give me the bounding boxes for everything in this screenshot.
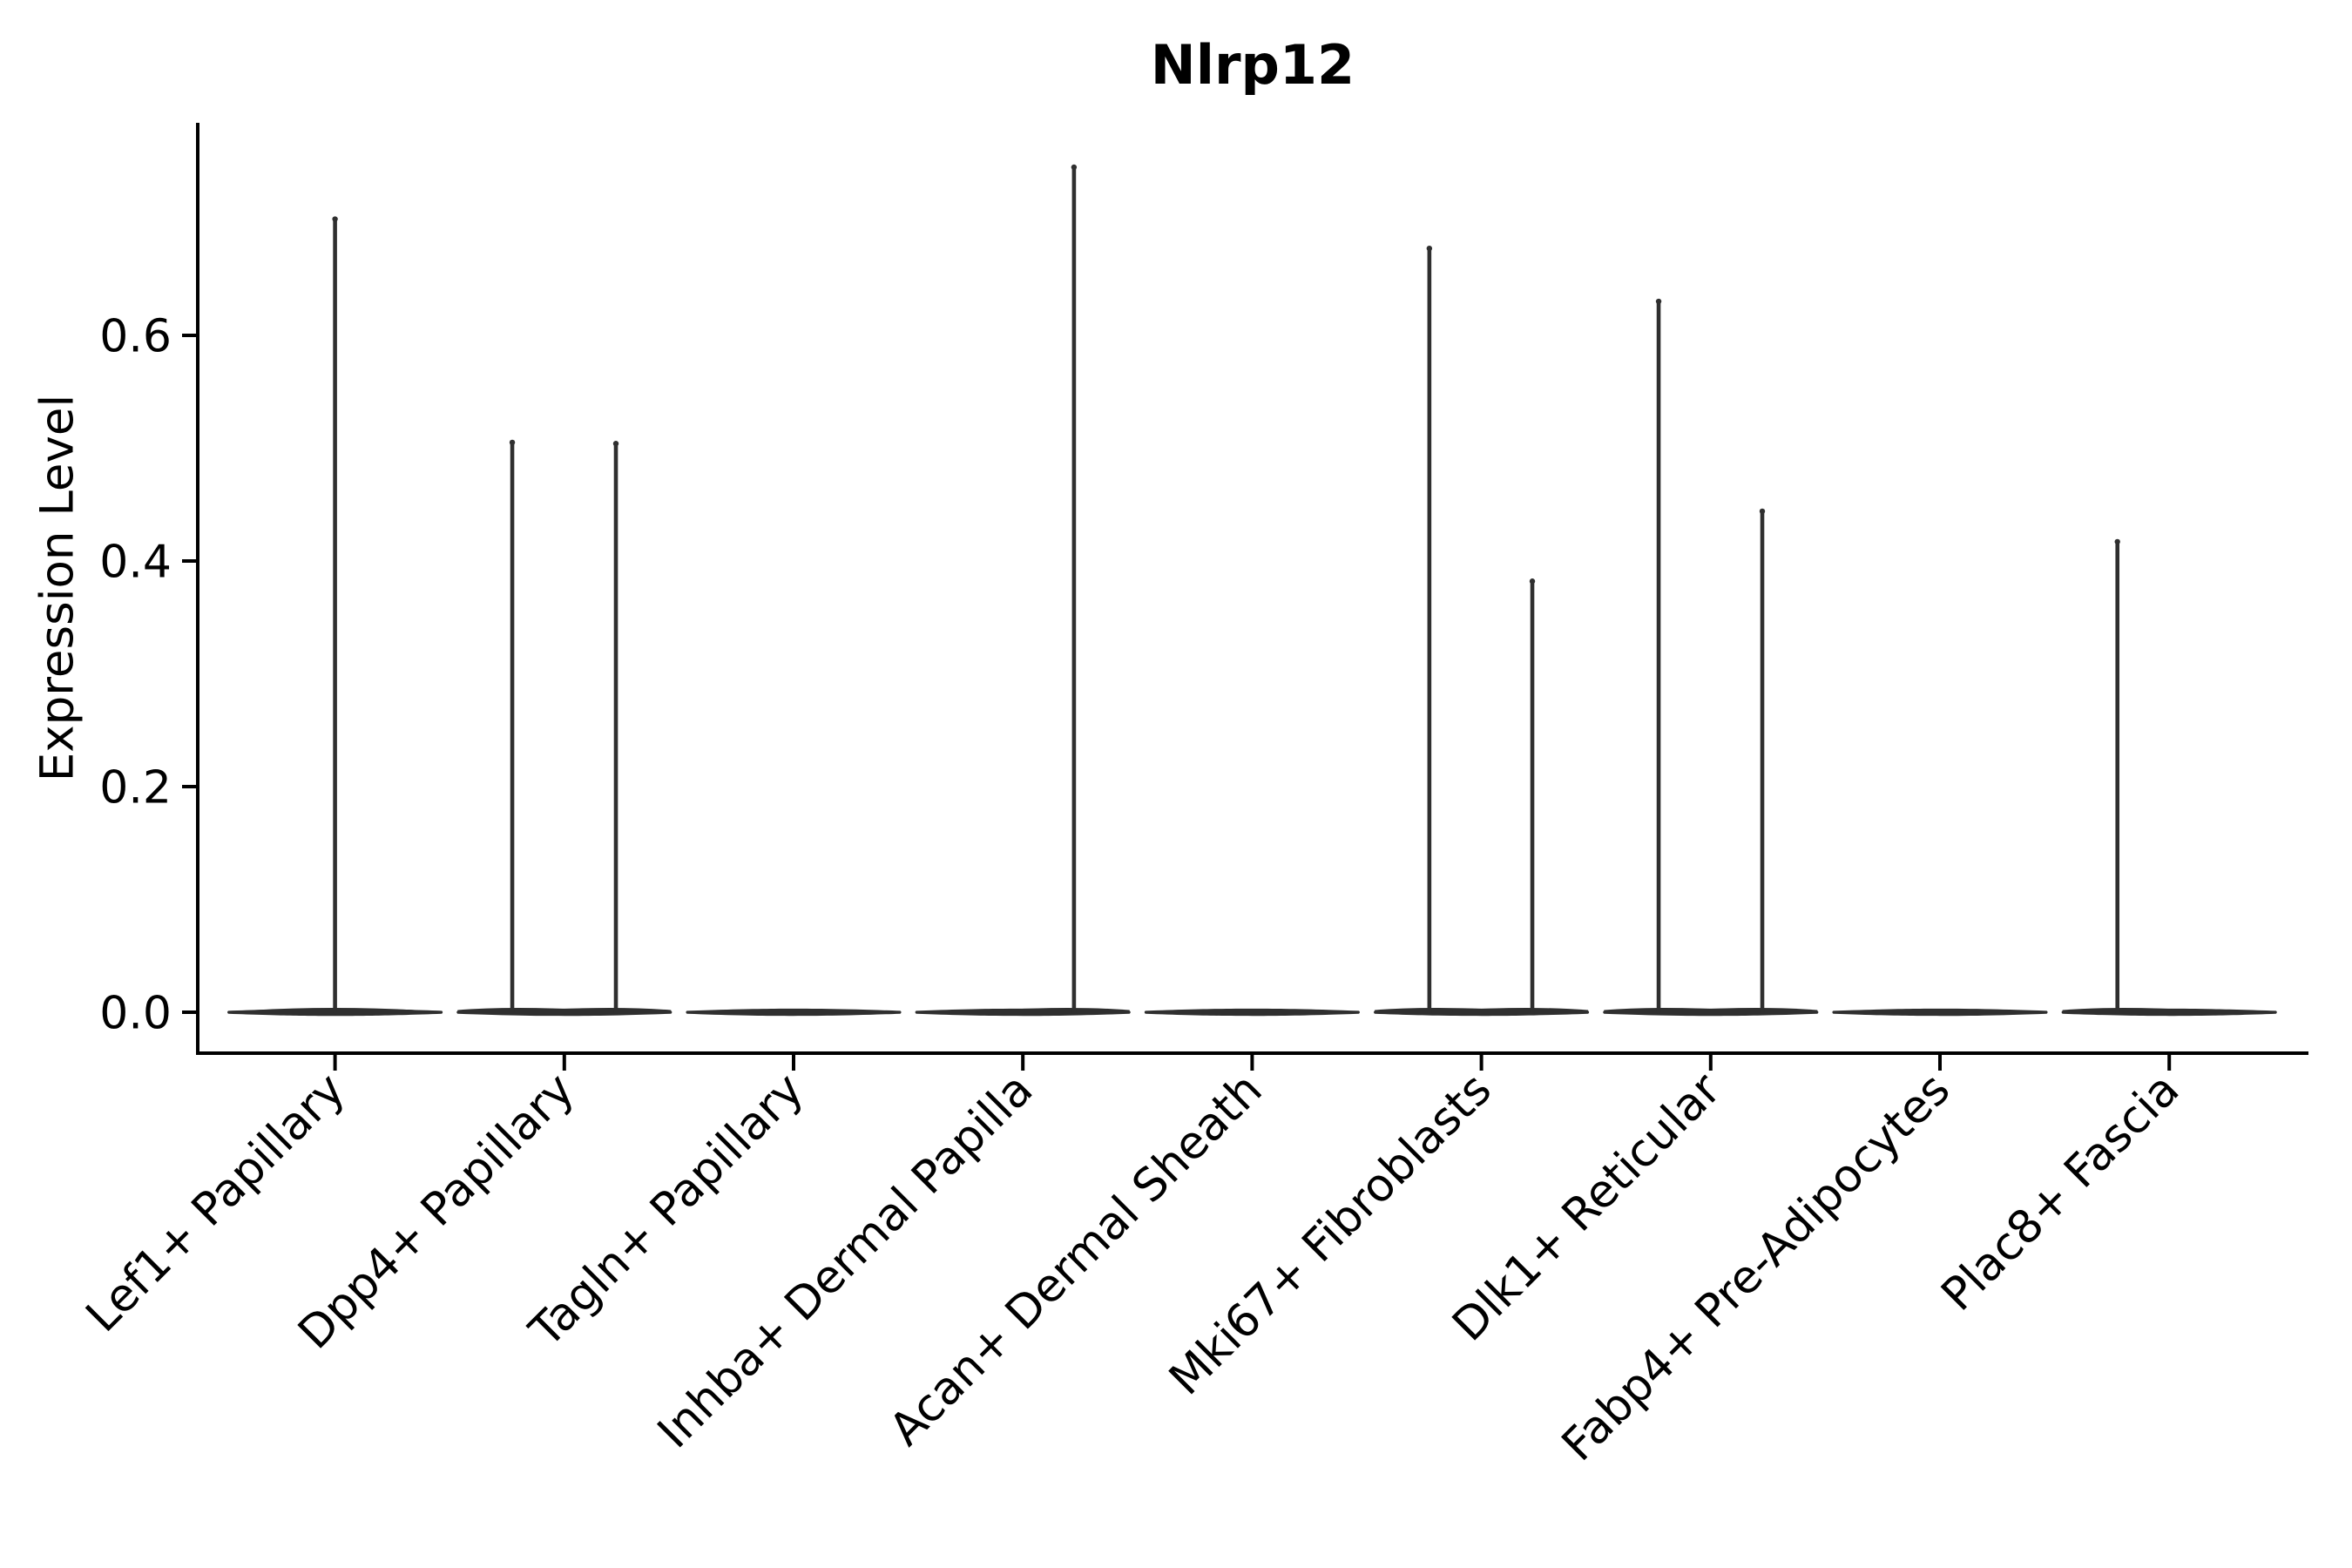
violin-flare bbox=[536, 1008, 672, 1012]
violin-spike-tip bbox=[1655, 298, 1662, 305]
y-tick-label: 0.0 bbox=[99, 987, 172, 1039]
x-tick-label: Inhba+ Dermal Papilla bbox=[648, 1064, 1043, 1458]
violin-base bbox=[686, 1008, 902, 1017]
violin-spike-tip bbox=[1759, 508, 1766, 515]
violin-spike-tip bbox=[332, 216, 338, 222]
violin-spike-tip bbox=[1071, 164, 1078, 171]
violin-flare bbox=[1682, 1008, 1818, 1012]
violin-spike-tip bbox=[1426, 245, 1433, 252]
violin-spike-tip bbox=[612, 441, 619, 447]
y-tick-label: 0.6 bbox=[99, 310, 172, 362]
x-tick-label: Fabp4+ Pre-Adipocytes bbox=[1552, 1064, 1960, 1471]
x-tick-label: Plac8+ Fascia bbox=[1932, 1064, 2190, 1321]
violin-base bbox=[1144, 1008, 1360, 1017]
violin-flare bbox=[1452, 1008, 1589, 1012]
y-tick-label: 0.4 bbox=[99, 536, 172, 588]
violin-flare bbox=[993, 1008, 1130, 1012]
violin-flare bbox=[2062, 1008, 2198, 1012]
violin-spike-tip bbox=[1529, 578, 1536, 585]
violin-spike-tip bbox=[2114, 538, 2120, 545]
violin-spike-tip bbox=[509, 439, 516, 446]
plot-title: Nlrp12 bbox=[1150, 33, 1355, 97]
x-tick-label: Acan+ Dermal Sheath bbox=[880, 1064, 1273, 1456]
violin-base bbox=[1832, 1008, 2048, 1017]
y-tick-label: 0.2 bbox=[99, 761, 172, 814]
